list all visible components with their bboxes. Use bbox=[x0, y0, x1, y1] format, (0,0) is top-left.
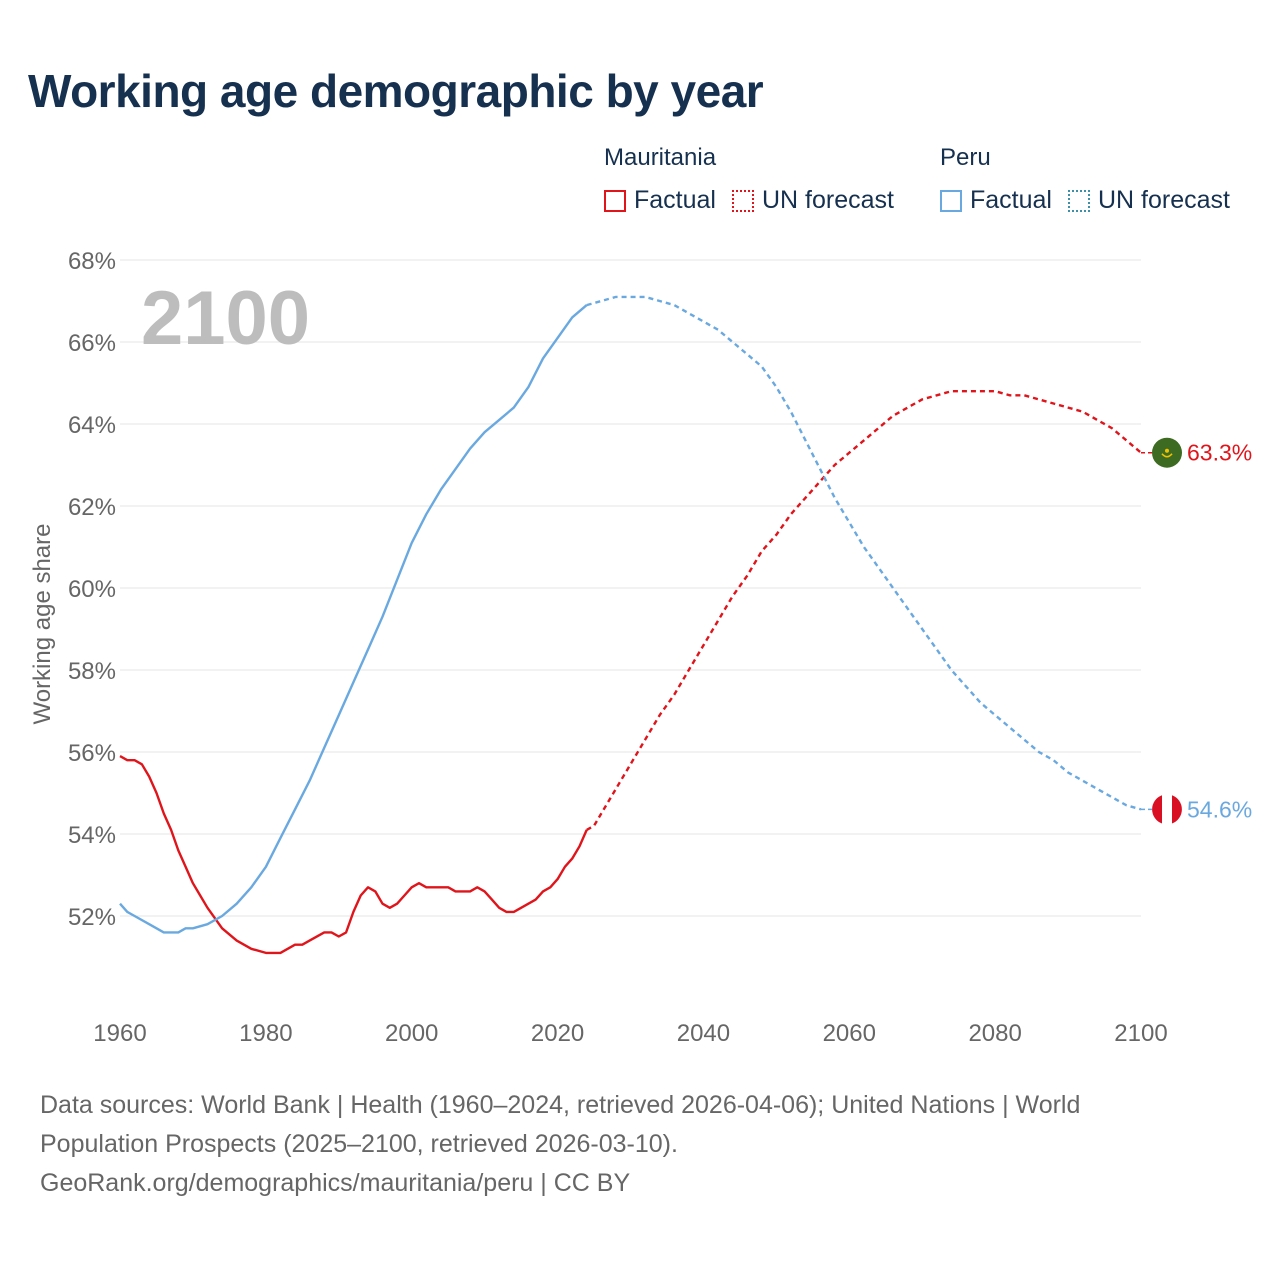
y-tick-label: 56% bbox=[68, 740, 116, 767]
legend-item-peru-forecast[interactable]: UN forecast bbox=[1067, 186, 1230, 215]
data-sources-text: Data sources: World Bank | Health (1960–… bbox=[40, 1091, 1081, 1158]
x-tick-label: 2100 bbox=[1114, 1020, 1167, 1047]
end-value-label-mauritania: 63.3% bbox=[1187, 440, 1252, 466]
series-line-peru-factual bbox=[119, 304, 588, 934]
x-tick-label: 2060 bbox=[823, 1020, 876, 1047]
legend-label: UN forecast bbox=[761, 186, 894, 214]
y-tick-label: 54% bbox=[68, 822, 116, 849]
year-watermark: 2100 bbox=[141, 276, 310, 361]
x-tick-label: 1960 bbox=[93, 1020, 146, 1047]
legend-label: UN forecast bbox=[1097, 186, 1230, 214]
legend-swatch-dotted bbox=[1067, 189, 1090, 212]
x-tick-label: 2040 bbox=[677, 1020, 730, 1047]
legend-group-name-mauritania: Mauritania bbox=[604, 144, 717, 171]
y-tick-label: 58% bbox=[68, 658, 116, 685]
legend-item-mauritania-forecast[interactable]: UN forecast bbox=[731, 186, 894, 215]
y-tick-label: 60% bbox=[68, 576, 116, 603]
legend-swatch-solid bbox=[604, 189, 626, 212]
x-tick-label: 2080 bbox=[968, 1020, 1021, 1047]
y-tick-label: 68% bbox=[68, 248, 116, 275]
flag-crescent-icon bbox=[1161, 453, 1173, 458]
legend-group-mauritania: Mauritania Factual UN forecast bbox=[604, 144, 910, 215]
flag-stripe-left bbox=[1152, 795, 1162, 824]
legend-swatch-solid bbox=[940, 189, 962, 212]
series-line-mauritania-forecast bbox=[586, 390, 1142, 831]
end-value-label-peru: 54.6% bbox=[1187, 796, 1252, 822]
source-url-text: GeoRank.org/demographics/mauritania/peru… bbox=[40, 1169, 631, 1197]
x-tick-label: 2000 bbox=[385, 1020, 438, 1047]
y-axis-label: Working age share bbox=[29, 524, 56, 725]
chart-title: Working age demographic by year bbox=[28, 65, 764, 117]
y-tick-label: 64% bbox=[68, 412, 116, 439]
legend-label: Factual bbox=[970, 186, 1052, 214]
legend-group-name-peru: Peru bbox=[940, 144, 991, 171]
legend-item-peru-factual[interactable]: Factual bbox=[940, 186, 1052, 215]
x-tick-label: 1980 bbox=[239, 1020, 292, 1047]
y-tick-label: 62% bbox=[68, 494, 116, 521]
y-tick-label: 52% bbox=[68, 904, 116, 931]
flag-star-icon bbox=[1165, 448, 1169, 453]
x-tick-label: 2020 bbox=[531, 1020, 584, 1047]
flag-stripe-right bbox=[1172, 795, 1182, 824]
series-line-peru-forecast bbox=[586, 295, 1142, 811]
legend-swatch-dotted bbox=[731, 189, 754, 212]
footer: Data sources: World Bank | Health (1960–… bbox=[40, 1086, 1180, 1203]
legend-item-mauritania-factual[interactable]: Factual bbox=[604, 186, 716, 215]
legend-group-peru: Peru Factual UN forecast bbox=[940, 144, 1246, 215]
series-line-mauritania-factual bbox=[119, 755, 588, 955]
legend-label: Factual bbox=[634, 186, 716, 214]
line-chart: 52% 54% 56% 58% 60% 62% 64% 66% 68% 1960 1980 2000 2… bbox=[29, 248, 1252, 1047]
y-tick-label: 66% bbox=[68, 330, 116, 357]
